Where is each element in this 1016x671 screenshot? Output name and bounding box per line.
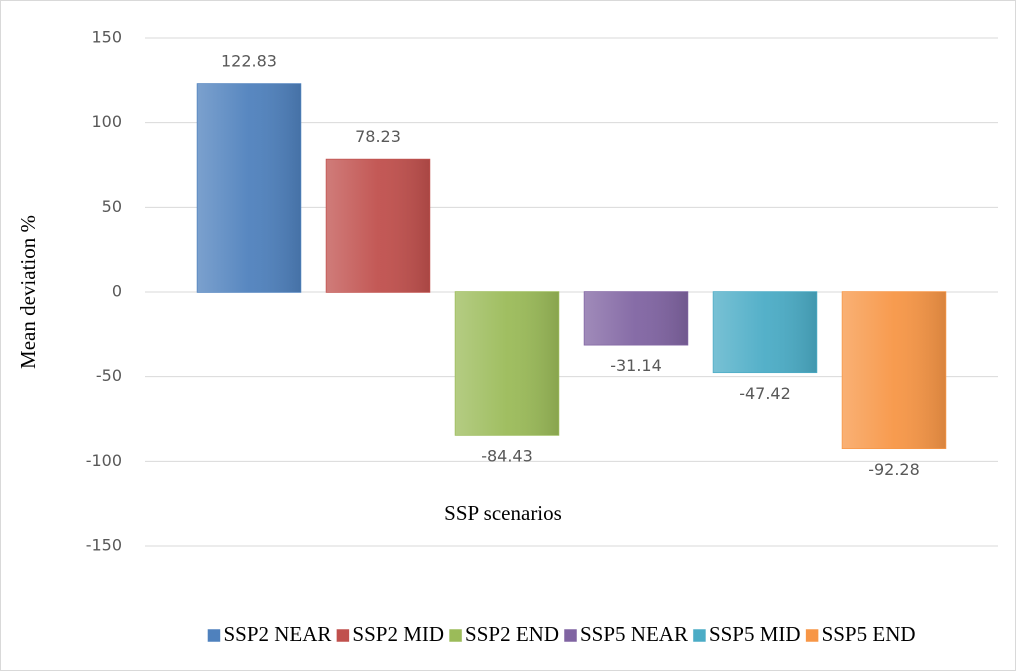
value-label: -47.42 [739,384,791,403]
y-axis-label: Mean deviation % [16,215,40,369]
legend-marker [805,628,819,643]
legend-marker [207,628,221,643]
legend-label: SSP5 MID [709,622,801,646]
y-tick-label: 100 [91,112,122,131]
legend-label: SSP2 MID [352,622,444,646]
legend-label: SSP2 END [465,622,559,646]
value-label: 78.23 [355,127,401,146]
bar [454,291,560,436]
y-tick-label: -100 [86,451,122,470]
bar [841,291,947,450]
value-label: 122.83 [221,52,277,71]
y-tick-label: -50 [96,366,122,385]
legend-marker [563,628,578,643]
bar [712,291,818,374]
bar [196,83,302,293]
bar [325,158,431,293]
y-tick-label: 50 [102,197,122,216]
value-label: -92.28 [868,460,920,479]
legend-label: SSP5 END [822,622,916,646]
y-tick-label: 150 [91,28,122,47]
x-axis-label: SSP scenarios [444,501,562,525]
value-label: -84.43 [481,446,533,465]
legend-marker [692,628,707,643]
legend-label: SSP5 NEAR [580,622,688,646]
legend-label: SSP2 NEAR [223,622,331,646]
legend-marker [448,628,463,643]
value-label: -31.14 [610,356,662,375]
bar [583,291,689,346]
y-tick-label: -150 [86,536,122,555]
y-tick-label: 0 [112,282,122,301]
legend-marker [336,628,350,643]
